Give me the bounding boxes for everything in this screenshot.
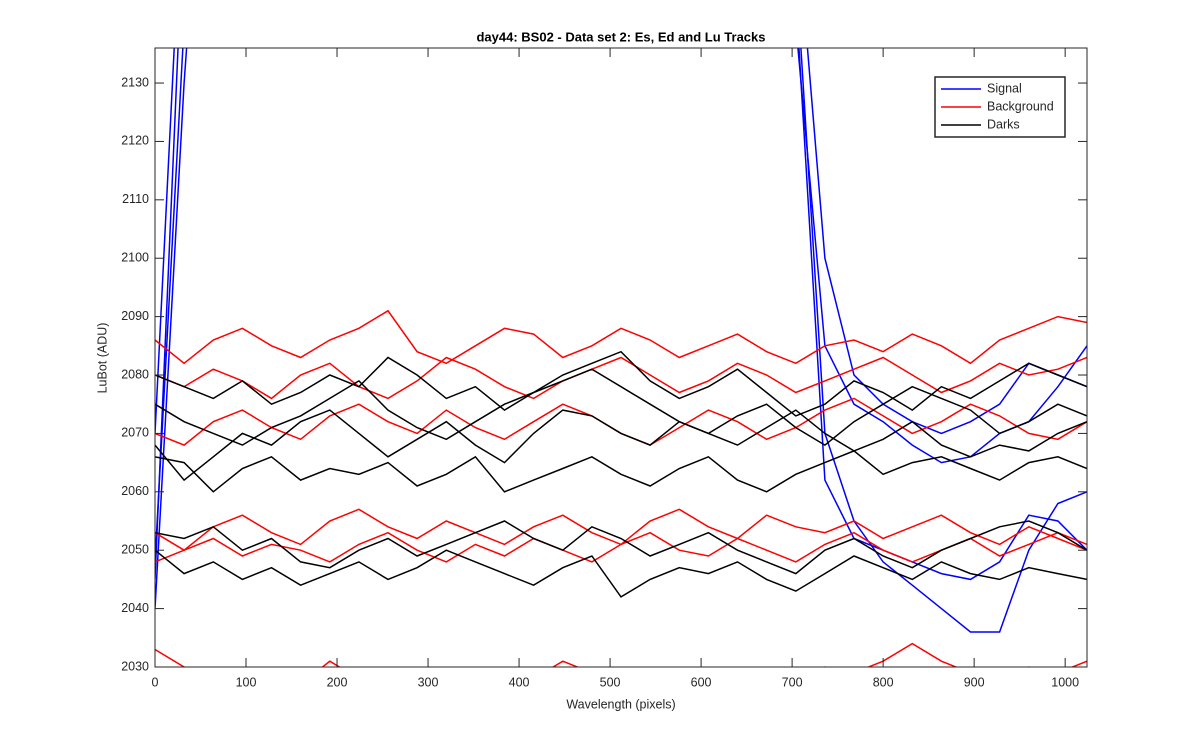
data-line — [155, 531, 1087, 563]
y-tick-label: 2090 — [121, 309, 149, 323]
data-line — [155, 450, 1087, 493]
data-line — [155, 48, 1087, 435]
data-line — [155, 309, 1087, 365]
y-tick-label: 2070 — [121, 426, 149, 440]
y-tick-label: 2060 — [121, 484, 149, 498]
data-line — [155, 368, 1087, 447]
x-tick-label: 900 — [964, 675, 985, 689]
y-axis-label: LuBot (ADU) — [95, 323, 109, 394]
y-tick-label: 2100 — [121, 251, 149, 265]
x-tick-label: 300 — [418, 675, 439, 689]
axes: 0 100 200 300 400 500 600 700 800 900 1000 2030 2040… — [121, 47, 1088, 689]
legend-label: Signal — [987, 81, 1022, 95]
data-line — [155, 520, 1087, 575]
x-tick-label: 800 — [873, 675, 894, 689]
plot-frame — [154, 47, 1088, 668]
plot-lines — [155, 48, 1087, 667]
data-line — [155, 409, 1087, 482]
x-tick-label: 500 — [600, 675, 621, 689]
chart-title: day44: BS02 - Data set 2: Es, Ed and Lu … — [476, 29, 765, 44]
y-tick-label: 2030 — [121, 659, 149, 673]
data-line — [155, 642, 1087, 667]
legend-label: Background — [987, 99, 1054, 113]
x-tick-label: 0 — [152, 675, 159, 689]
x-tick-label: 600 — [691, 675, 712, 689]
y-tick-label: 2110 — [122, 192, 149, 206]
y-tick-label: 2080 — [121, 367, 149, 381]
legend-label: Darks — [987, 117, 1020, 131]
y-tick-label: 2040 — [121, 601, 149, 615]
x-tick-label: 700 — [782, 675, 803, 689]
x-axis-label: Wavelength (pixels) — [566, 697, 675, 711]
y-tick-label: 2050 — [121, 543, 149, 557]
legend: Signal Background Darks — [934, 76, 1066, 138]
data-line — [155, 549, 1087, 598]
y-tick-label: 2130 — [121, 75, 149, 89]
data-line — [155, 48, 1087, 633]
x-tick-label: 1000 — [1051, 675, 1079, 689]
data-line — [155, 48, 1087, 580]
data-line — [155, 48, 1087, 581]
y-tick-label: 2120 — [121, 134, 149, 148]
x-tick-label: 200 — [327, 675, 348, 689]
x-tick-label: 400 — [509, 675, 530, 689]
data-line — [155, 356, 1087, 400]
x-tick-label: 100 — [236, 675, 257, 689]
